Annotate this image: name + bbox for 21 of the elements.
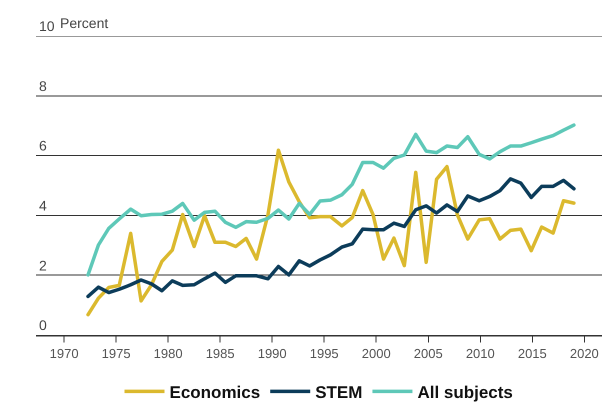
x-tick-label: 1970 — [50, 346, 79, 362]
x-tick-label: 1995 — [310, 346, 339, 362]
legend-label: Economics — [170, 383, 260, 402]
legend-label: All subjects — [417, 383, 513, 402]
x-tick-label: 2000 — [362, 346, 391, 362]
x-tick-label: 2020 — [570, 346, 599, 362]
y-tick-label: 2 — [39, 257, 47, 274]
x-tick-label: 1975 — [102, 346, 131, 362]
y-tick-label: 4 — [39, 198, 47, 214]
y-tick-label: 8 — [39, 78, 47, 94]
y-tick-label: 0 — [39, 317, 47, 334]
x-tick-label: 1985 — [206, 346, 235, 362]
x-tick-label: 2015 — [518, 346, 547, 362]
legend-label: STEM — [315, 383, 362, 402]
y-tick-label: 10 — [39, 18, 55, 34]
y-tick-label: 6 — [39, 138, 47, 154]
x-tick-label: 1980 — [154, 346, 183, 362]
x-tick-label: 2010 — [466, 346, 495, 362]
x-tick-label: 2005 — [414, 346, 443, 362]
x-tick-label: 1990 — [258, 346, 287, 362]
y-axis-title: Percent — [60, 15, 108, 31]
